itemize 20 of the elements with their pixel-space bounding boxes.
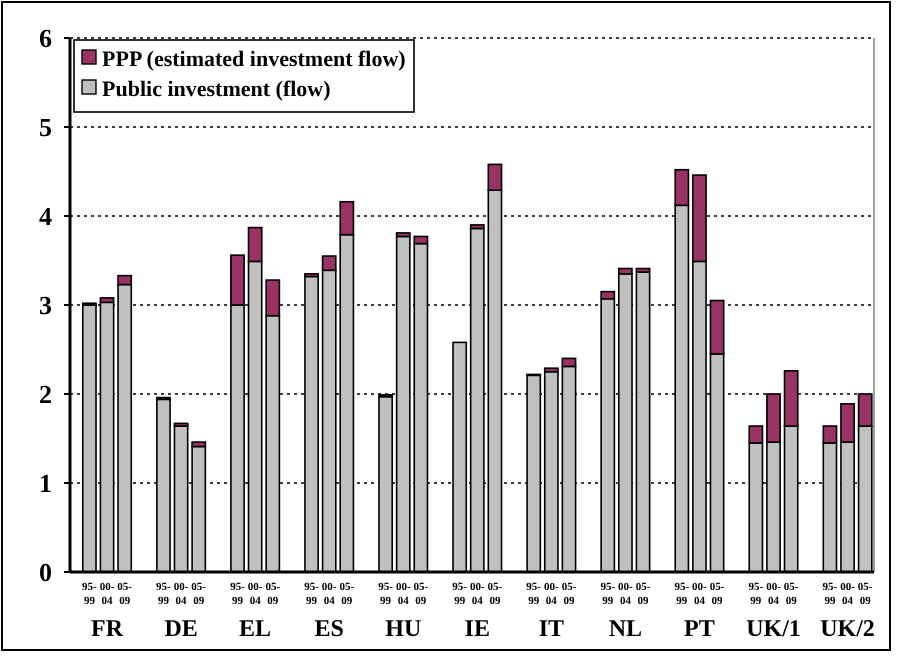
text: EL [239,614,272,642]
y-tick-label: 4 [39,201,53,232]
text: HU [385,614,422,642]
text: NL [608,614,643,642]
text: FR [91,614,124,642]
text: UK/2 [820,614,875,642]
text: DE [164,614,198,642]
legend-label: PPP (estimated investment flow) [102,47,407,72]
y-tick-label: 2 [39,379,52,410]
y-tick-label: 1 [39,468,52,499]
text: IT [538,614,565,642]
legend-label: Public investment (flow) [102,77,332,102]
text: PT [684,614,715,642]
y-tick-label: 5 [39,112,53,143]
y-tick-label: 0 [39,557,52,588]
text: ES [314,614,345,642]
y-tick-label: 3 [39,290,53,321]
text: IE [464,614,490,642]
text: UK/1 [746,614,801,642]
y-tick-label: 6 [39,23,53,54]
